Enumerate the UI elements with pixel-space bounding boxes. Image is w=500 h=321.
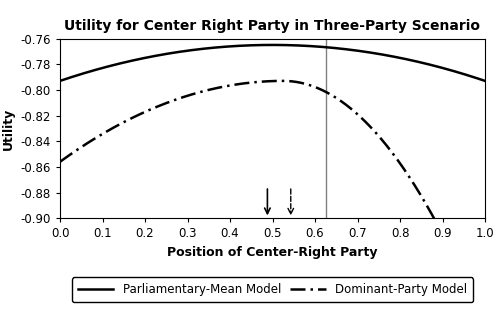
Title: Utility for Center Right Party in Three-Party Scenario: Utility for Center Right Party in Three-… [64, 19, 480, 33]
Legend: Parliamentary-Mean Model, Dominant-Party Model: Parliamentary-Mean Model, Dominant-Party… [72, 277, 473, 302]
X-axis label: Position of Center-Right Party: Position of Center-Right Party [167, 246, 378, 259]
Y-axis label: Utility: Utility [2, 107, 15, 150]
